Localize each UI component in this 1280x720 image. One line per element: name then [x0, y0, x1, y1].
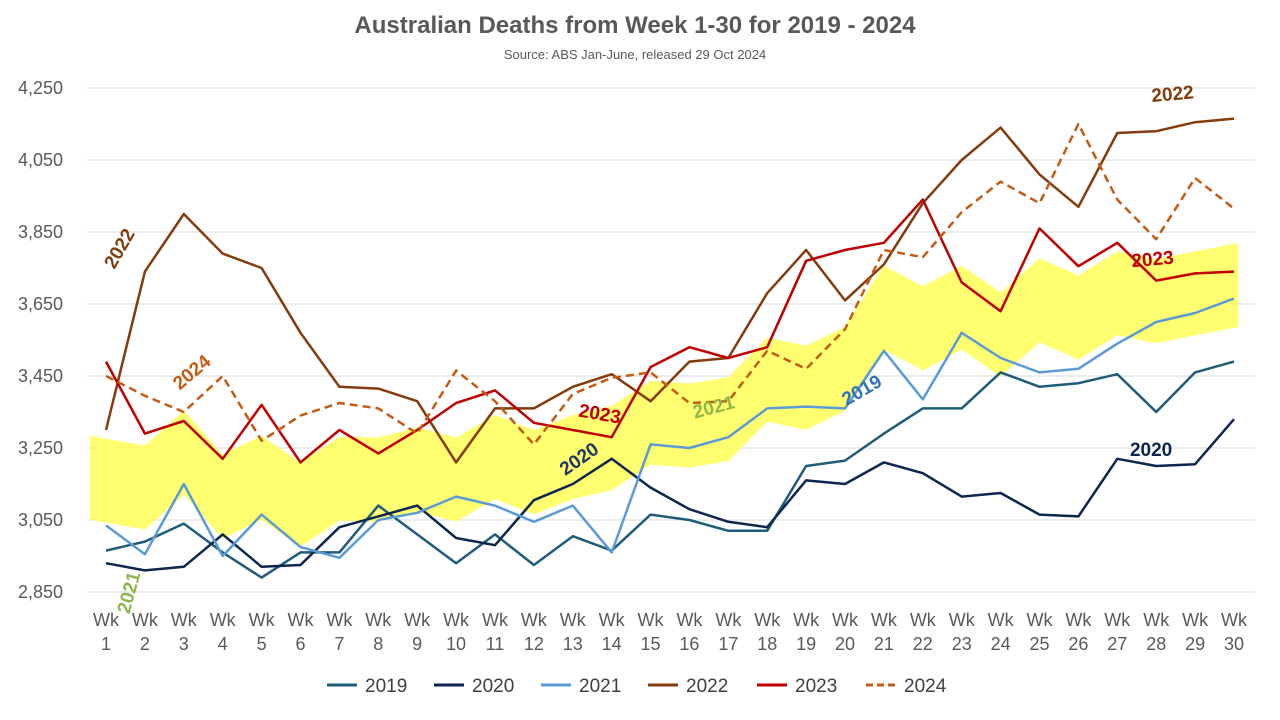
y-tick-label: 3,450 [18, 366, 63, 386]
series-line-2021 [105, 297, 1235, 560]
series-line-2020 [105, 418, 1235, 572]
x-tick-label: Wk 30 [1221, 610, 1248, 654]
x-tick-label: Wk 10 [443, 610, 470, 654]
x-tick-label: Wk 17 [715, 610, 742, 654]
y-tick-label: 3,650 [18, 294, 63, 314]
y-axis: 2,850 3,050 3,250 3,450 3,650 3,850 4,050 4,250 [18, 78, 63, 602]
x-tick-label: Wk 15 [638, 610, 665, 654]
x-tick-label: Wk 1 [93, 610, 120, 654]
series-line-2024 [105, 122, 1235, 446]
annotation-label: 2020 [1130, 440, 1172, 461]
legend-label: 2019 [365, 676, 407, 697]
x-tick-label: Wk 24 [988, 610, 1015, 654]
x-tick-label: Wk 19 [793, 610, 820, 654]
annotation-label: 2021 [114, 569, 145, 616]
x-tick-label: Wk 3 [171, 610, 198, 654]
x-axis: Wk 1 Wk 2 Wk 3 Wk 4 Wk 5 Wk 6 Wk 7 Wk 8 Wk 9 Wk 10 Wk 11 Wk 12 W… [93, 610, 1248, 654]
series-line-2023 [104, 198, 1235, 464]
x-tick-label: Wk 8 [365, 610, 392, 654]
x-tick-label: Wk 5 [249, 610, 276, 654]
series-line-2019 [105, 360, 1235, 579]
y-tick-label: 4,050 [18, 150, 63, 170]
legend-label: 2022 [686, 676, 728, 697]
annotation-label: 2023 [1131, 248, 1175, 273]
legend-label: 2021 [579, 676, 621, 697]
x-tick-label: Wk 25 [1027, 610, 1054, 654]
series-line-2022 [104, 117, 1235, 464]
chart-title: Australian Deaths from Week 1-30 for 201… [354, 12, 916, 39]
highlight-band [90, 243, 1238, 547]
x-tick-label: Wk 11 [482, 610, 509, 654]
x-tick-label: Wk 12 [521, 610, 548, 654]
chart-subtitle: Source: ABS Jan-June, released 29 Oct 20… [503, 47, 767, 62]
y-tick-label: 3,250 [18, 438, 63, 458]
x-tick-label: Wk 13 [560, 610, 587, 654]
y-tick-label: 2,850 [18, 582, 63, 602]
x-tick-label: Wk 23 [949, 610, 976, 654]
x-tick-label: Wk 26 [1065, 610, 1092, 654]
x-tick-label: Wk 21 [871, 610, 898, 654]
y-tick-label: 3,050 [18, 510, 63, 530]
x-tick-label: Wk 7 [326, 610, 353, 654]
x-tick-label: Wk 9 [404, 610, 431, 654]
x-tick-label: Wk 2 [132, 610, 159, 654]
x-tick-label: Wk 27 [1104, 610, 1131, 654]
x-tick-label: Wk 28 [1143, 610, 1170, 654]
x-tick-label: Wk 6 [287, 610, 314, 654]
x-tick-label: Wk 4 [210, 610, 237, 654]
y-tick-label: 3,850 [18, 222, 63, 242]
legend-label: 2020 [472, 676, 514, 697]
series-lines [104, 117, 1235, 579]
highlight-band-shape [90, 243, 1238, 547]
gridlines [87, 87, 1255, 593]
y-tick-label: 4,250 [18, 78, 63, 98]
x-tick-label: Wk 29 [1182, 610, 1209, 654]
x-tick-label: Wk 16 [676, 610, 703, 654]
x-tick-label: Wk 22 [910, 610, 937, 654]
legend-label: 2024 [904, 676, 947, 697]
annotation-label: 2022 [1151, 82, 1195, 107]
x-tick-label: Wk 20 [832, 610, 859, 654]
x-tick-label: Wk 14 [599, 610, 626, 654]
legend-label: 2023 [795, 676, 837, 697]
x-tick-label: Wk 18 [754, 610, 781, 654]
legend: 2019 2020 2021 2022 2023 2024 [327, 676, 947, 697]
